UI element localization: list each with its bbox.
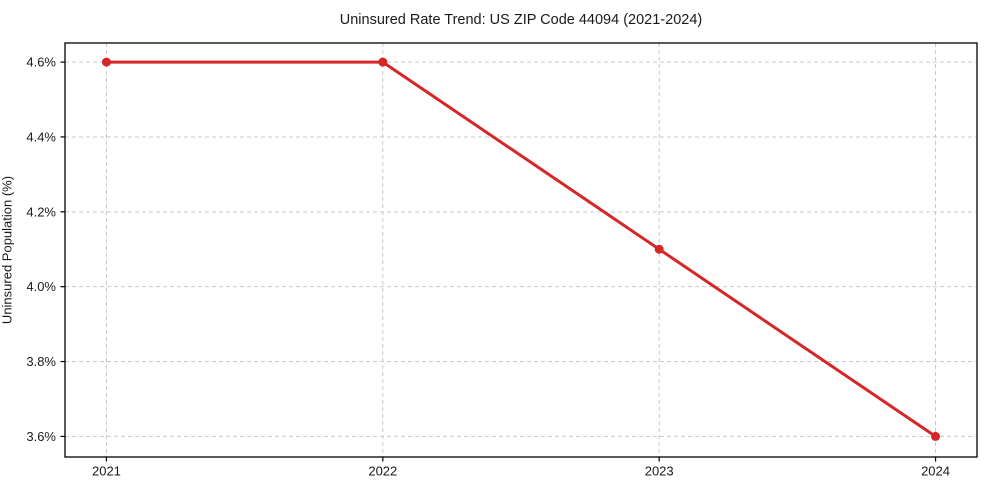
trend-line-uninsured-rate xyxy=(104,60,938,438)
x-tick-label: 2021 xyxy=(92,464,121,479)
y-tick-label: 4.6% xyxy=(26,55,56,70)
x-tick-label: 2022 xyxy=(368,464,397,479)
y-tick-label: 4.4% xyxy=(26,129,56,144)
data-point-2024 xyxy=(931,431,941,441)
y-tick-label: 4.2% xyxy=(26,204,56,219)
y-tick-label: 4.0% xyxy=(26,279,56,294)
axes-border xyxy=(64,42,978,458)
data-point-2022 xyxy=(378,57,388,67)
chart-title: Uninsured Rate Trend: US ZIP Code 44094 … xyxy=(339,12,703,28)
x-tick-label: 2024 xyxy=(921,464,950,479)
x-tick-label: 2023 xyxy=(645,464,674,479)
data-point-2023 xyxy=(654,244,664,254)
y-tick-label: 3.6% xyxy=(26,429,56,444)
y-tick-label: 3.8% xyxy=(26,354,56,369)
data-point-2021 xyxy=(101,57,111,67)
